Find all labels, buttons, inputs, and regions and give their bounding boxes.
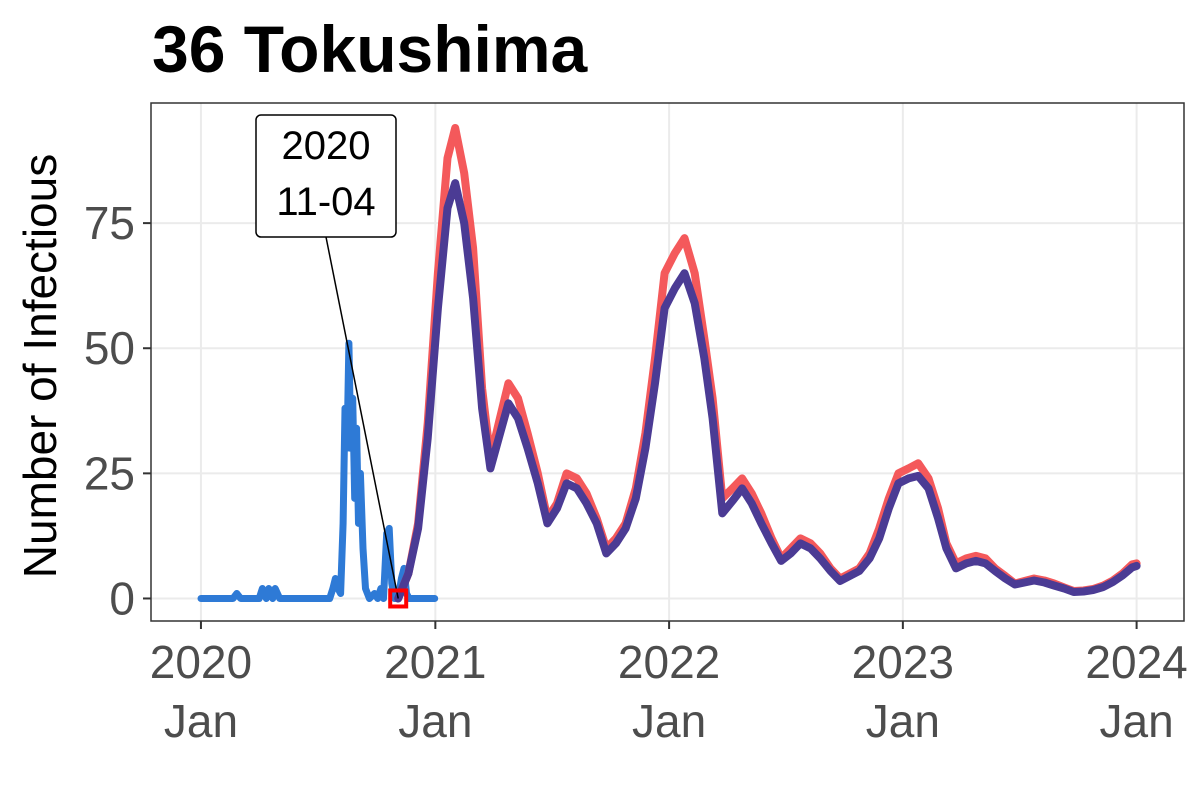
y-tick-label: 25 — [84, 447, 135, 499]
y-axis-label: Number of Infectious — [14, 154, 66, 578]
annotation-leader-line — [325, 236, 399, 599]
y-tick-label: 50 — [84, 322, 135, 374]
x-tick-label-year: 2020 — [150, 636, 252, 688]
annotation-marker — [388, 588, 409, 609]
plot-panel — [150, 102, 1185, 622]
annotation: 2020 11-04 — [255, 114, 409, 609]
y-axis: 0 25 50 75 — [84, 197, 151, 624]
x-axis: 2020 Jan 2021 Jan 2022 Jan 2023 Jan 2024 Jan — [150, 621, 1188, 747]
x-tick-label-year: 2021 — [384, 636, 486, 688]
x-tick-label-month: Jan — [1100, 695, 1174, 747]
series-group — [197, 124, 1141, 603]
series-line-3 — [394, 179, 1141, 603]
x-tick-label-year: 2022 — [618, 636, 720, 688]
series-line-1 — [197, 339, 439, 602]
chart-title: 36 Tokushima — [152, 12, 589, 86]
x-tick-label-month: Jan — [398, 695, 472, 747]
x-tick-label-year: 2024 — [1085, 636, 1187, 688]
x-tick-label-month: Jan — [632, 695, 706, 747]
annotation-box — [255, 114, 397, 238]
annotation-date: 11-04 — [276, 180, 375, 224]
x-tick-label-month: Jan — [866, 695, 940, 747]
x-tick-label-month: Jan — [164, 695, 238, 747]
y-tick-label: 0 — [109, 572, 135, 624]
x-tick-label-year: 2023 — [852, 636, 954, 688]
y-tick-label: 75 — [84, 197, 135, 249]
annotation-year: 2020 — [282, 124, 371, 168]
